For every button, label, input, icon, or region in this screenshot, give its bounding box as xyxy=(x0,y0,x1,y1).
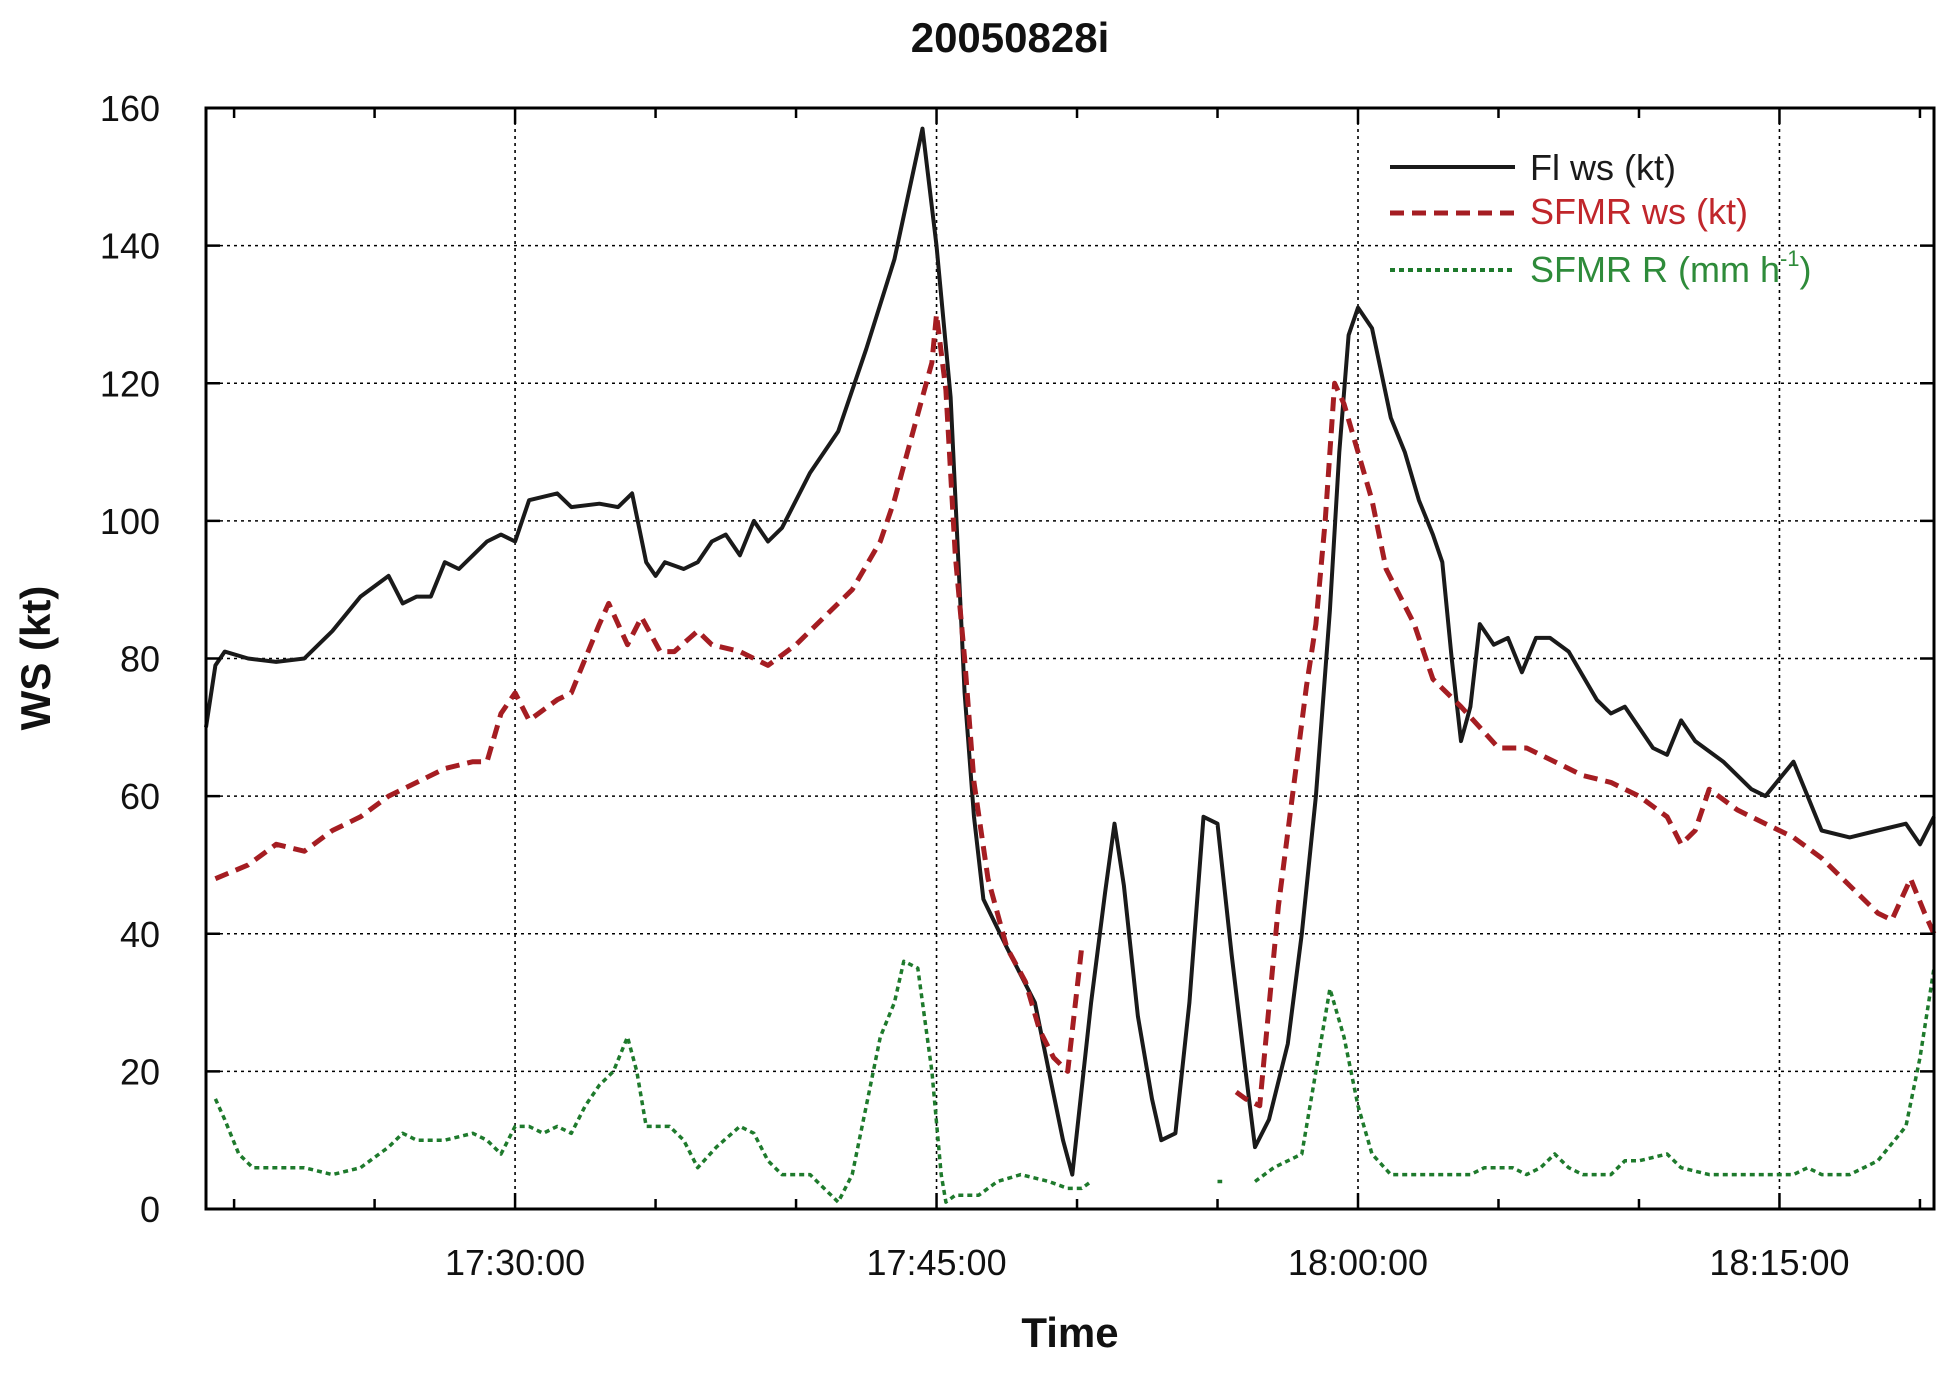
x-tick-labels: 17:30:00 17:45:00 18:00:00 18:15:00 xyxy=(445,1242,1850,1283)
grid-lines xyxy=(206,108,1934,1209)
legend: Fl ws (kt) SFMR ws (kt) SFMR R (mm h-1) xyxy=(1390,147,1812,290)
y-tick-label-20: 20 xyxy=(120,1051,160,1092)
series-line-0-segment-0 xyxy=(204,126,1936,1177)
series-line-2-segment-0 xyxy=(213,959,1093,1204)
series-line-1-segment-0 xyxy=(214,311,1085,1074)
y-tick-label-60: 60 xyxy=(120,776,160,817)
x-tick-label-180000: 18:00:00 xyxy=(1288,1242,1428,1283)
y-tick-label-0: 0 xyxy=(140,1189,160,1230)
y-tick-label-40: 40 xyxy=(120,914,160,955)
legend-label-sfmr-r-main: SFMR R (mm h xyxy=(1530,249,1780,290)
legend-label-sfmr-ws: SFMR ws (kt) xyxy=(1530,191,1748,232)
y-tick-label-120: 120 xyxy=(100,363,160,404)
y-tick-label-140: 140 xyxy=(100,226,160,267)
legend-label-sfmr-r-sup: -1 xyxy=(1780,246,1800,271)
y-tick-labels: 0 20 40 60 80 100 120 140 160 xyxy=(100,88,160,1230)
y-tick-label-100: 100 xyxy=(100,501,160,542)
plot-series xyxy=(204,126,1937,1204)
legend-label-fl-ws: Fl ws (kt) xyxy=(1530,147,1676,188)
series-line-2-segment-2 xyxy=(1253,967,1936,1183)
x-axis-label: Time xyxy=(1021,1309,1118,1356)
y-axis-label: WS (kt) xyxy=(12,586,59,731)
y-tick-label-80: 80 xyxy=(120,639,160,680)
series-line-1-segment-1 xyxy=(1234,380,1937,1109)
chart-title: 20050828i xyxy=(911,14,1110,61)
y-tick-label-160: 160 xyxy=(100,88,160,129)
legend-label-sfmr-r: SFMR R (mm h-1) xyxy=(1530,246,1812,290)
x-tick-label-173000: 17:30:00 xyxy=(445,1242,585,1283)
x-tick-label-174500: 17:45:00 xyxy=(866,1242,1006,1283)
legend-label-sfmr-r-tail: ) xyxy=(1800,249,1812,290)
axis-ticks xyxy=(206,106,1934,1211)
x-tick-label-181500: 18:15:00 xyxy=(1709,1242,1849,1283)
